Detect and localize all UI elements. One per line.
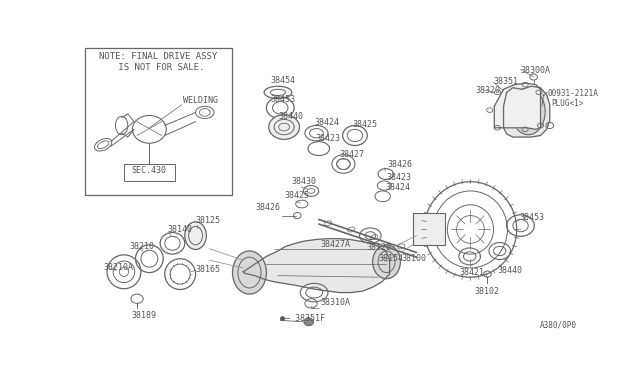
Ellipse shape — [304, 318, 314, 326]
Text: 38120: 38120 — [367, 243, 392, 252]
Text: 38453: 38453 — [519, 212, 544, 221]
Text: 38320: 38320 — [476, 86, 501, 95]
Text: PLUG<1>: PLUG<1> — [551, 99, 584, 108]
Ellipse shape — [372, 245, 401, 279]
Polygon shape — [504, 86, 550, 137]
Text: 38300A: 38300A — [520, 66, 550, 75]
Text: 38454: 38454 — [270, 76, 295, 85]
Text: 38423: 38423 — [387, 173, 412, 182]
Text: 38210: 38210 — [129, 242, 154, 251]
Text: 38427: 38427 — [340, 150, 365, 158]
Text: 38154: 38154 — [378, 254, 403, 263]
Text: 38426: 38426 — [387, 160, 412, 169]
Text: 38427A: 38427A — [320, 240, 350, 249]
Text: 00931-2121A: 00931-2121A — [547, 89, 598, 98]
Text: ●— 38351F: ●— 38351F — [280, 314, 325, 323]
Text: SEC.430: SEC.430 — [132, 166, 167, 175]
Text: 38310A: 38310A — [320, 298, 350, 307]
Text: 38210A: 38210A — [103, 263, 133, 272]
Text: WELDING: WELDING — [183, 96, 218, 105]
Text: NOTE: FINAL DRIVE ASSY
 IS NOT FOR SALE.: NOTE: FINAL DRIVE ASSY IS NOT FOR SALE. — [99, 52, 218, 72]
Polygon shape — [243, 239, 390, 293]
Text: 38125: 38125 — [196, 216, 221, 225]
Ellipse shape — [269, 115, 300, 140]
Text: 38421: 38421 — [459, 268, 484, 277]
Text: 38424: 38424 — [385, 183, 410, 192]
Bar — [413, 212, 445, 245]
Text: A380/0P0: A380/0P0 — [540, 320, 577, 329]
Text: 38453: 38453 — [270, 95, 295, 104]
Text: 38440: 38440 — [497, 266, 522, 275]
Text: 38165: 38165 — [196, 265, 221, 274]
Ellipse shape — [185, 222, 206, 250]
Text: 38425: 38425 — [353, 120, 378, 129]
Ellipse shape — [511, 89, 545, 135]
Text: 38425: 38425 — [285, 191, 310, 200]
Polygon shape — [494, 83, 541, 129]
Text: 38423: 38423 — [315, 134, 340, 143]
Text: 38426: 38426 — [255, 203, 280, 212]
Text: 38440: 38440 — [278, 112, 303, 121]
Text: 38189: 38189 — [132, 311, 157, 320]
Ellipse shape — [232, 251, 266, 294]
Text: 38100: 38100 — [401, 254, 426, 263]
Text: 38424: 38424 — [314, 118, 339, 127]
Text: 38102: 38102 — [474, 287, 499, 296]
Text: 38430: 38430 — [291, 177, 316, 186]
Bar — [124, 164, 175, 181]
Bar — [86, 48, 232, 195]
Text: 38351: 38351 — [493, 77, 518, 86]
Text: 38140: 38140 — [168, 225, 193, 234]
